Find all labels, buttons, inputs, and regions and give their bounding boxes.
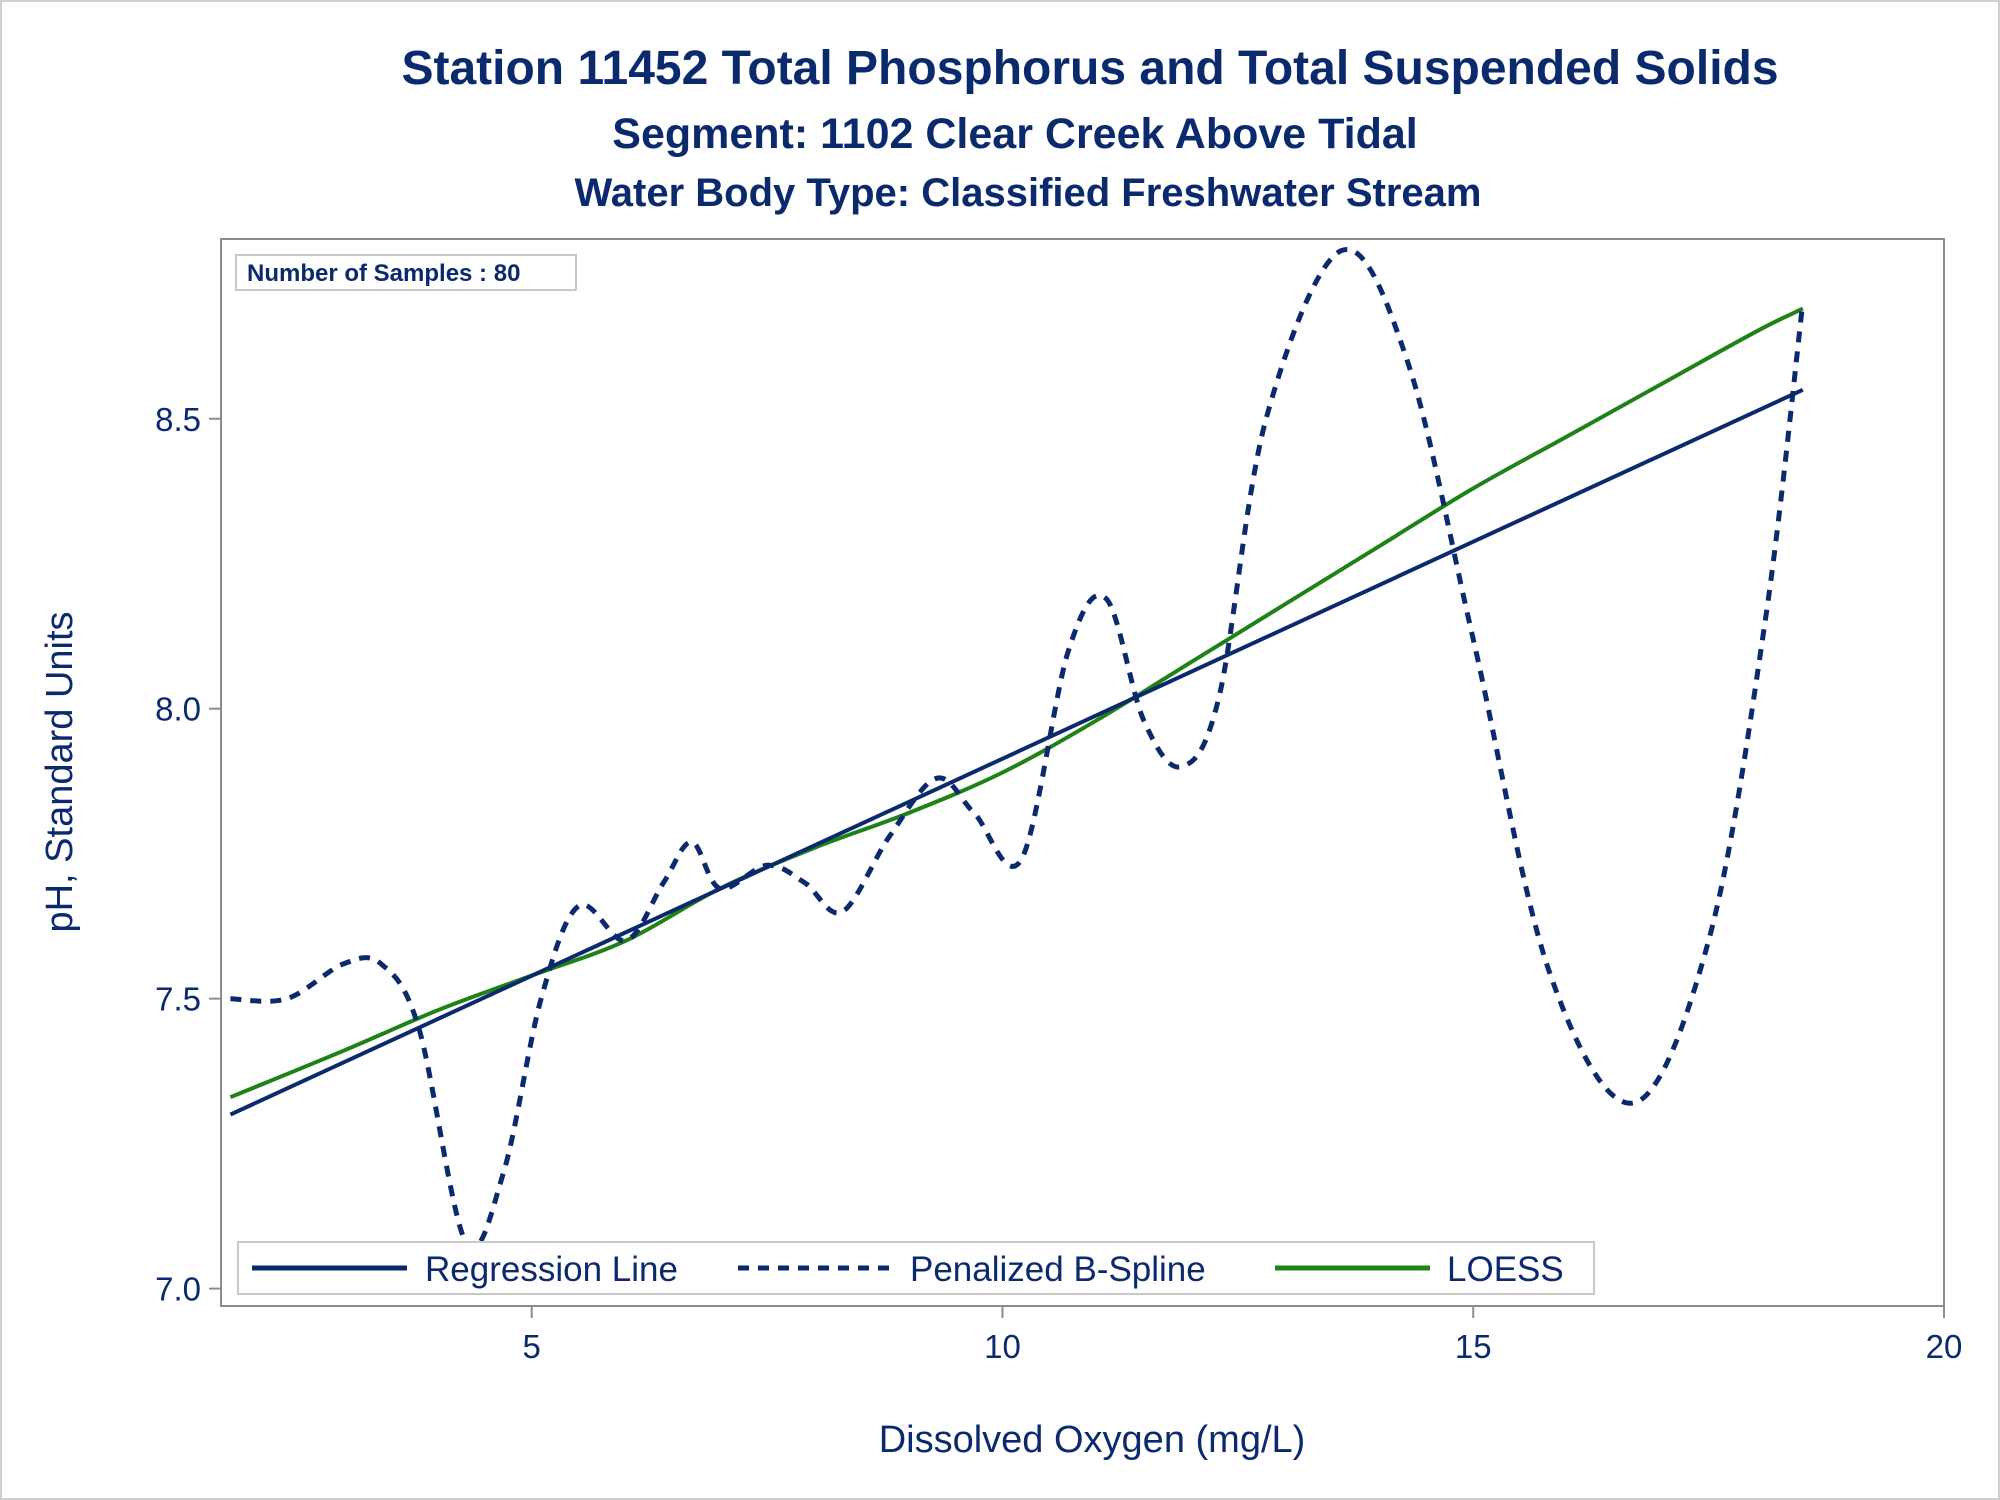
plot-area — [220, 238, 1945, 1307]
legend-loess-label: LOESS — [1447, 1250, 1564, 1289]
penalized-b-spline-line — [230, 247, 1806, 1251]
x-tick-label: 10 — [984, 1328, 1021, 1365]
chart-subtitle: Segment: 1102 Clear Creek Above Tidal — [612, 110, 1417, 158]
sample-count-text: Number of Samples : 80 — [247, 260, 520, 287]
y-tick-label: 7.0 — [155, 1271, 201, 1308]
chart-title: Station 11452 Total Phosphorus and Total… — [401, 42, 1778, 95]
x-tick-label: 20 — [1926, 1328, 1963, 1365]
y-tick-label: 8.0 — [155, 691, 201, 728]
series-layer — [229, 247, 1806, 1251]
x-tick-label: 15 — [1455, 1328, 1492, 1365]
x-axis-label: Dissolved Oxygen (mg/L) — [879, 1419, 1306, 1461]
y-tick-label: 8.5 — [155, 401, 201, 438]
sample-count-box — [235, 254, 577, 291]
y-axis-label: pH, Standard Units — [39, 611, 81, 932]
regression-line — [229, 387, 1804, 1117]
legend-b-spline-label: Penalized B-Spline — [910, 1250, 1206, 1289]
y-tick-label: 7.5 — [155, 981, 201, 1018]
x-axis: 5 10 15 20 — [523, 1306, 1963, 1365]
y-axis: 7.0 7.5 8.0 8.5 — [155, 401, 221, 1308]
legend: Regression Line Penalized B-Spline LOESS — [237, 1241, 1595, 1295]
x-tick-label: 5 — [523, 1328, 541, 1365]
legend-regression-label: Regression Line — [425, 1250, 678, 1289]
chart-subtitle-2: Water Body Type: Classified Freshwater S… — [575, 171, 1482, 215]
loess-line — [229, 306, 1804, 1100]
